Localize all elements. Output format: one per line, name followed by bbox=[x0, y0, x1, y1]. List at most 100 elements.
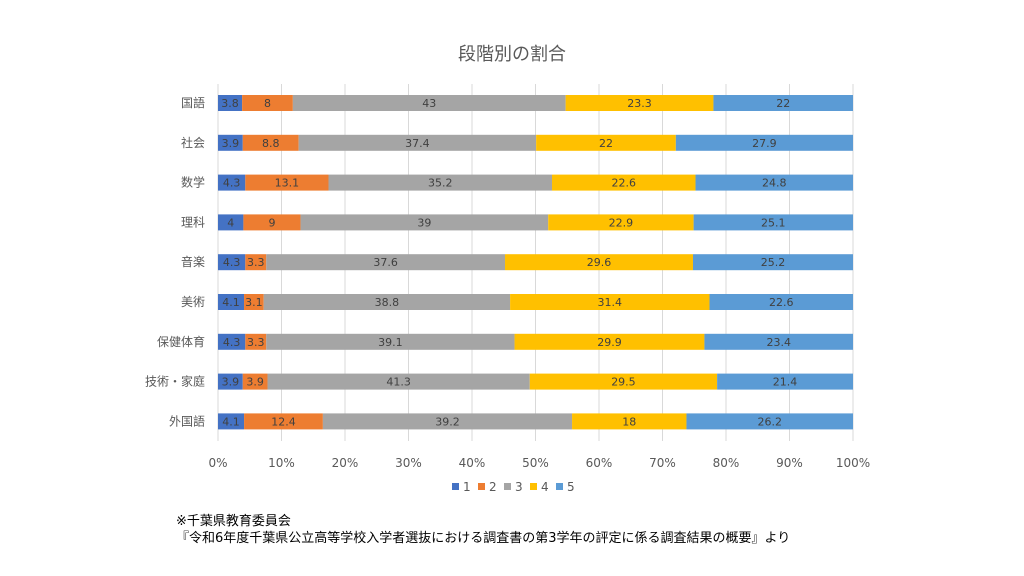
bar-segment-2 bbox=[242, 95, 293, 111]
x-tick-label: 60% bbox=[586, 456, 613, 470]
bar-segment-5 bbox=[713, 95, 853, 111]
bar-segment-3 bbox=[266, 254, 506, 271]
legend-label: 4 bbox=[541, 480, 549, 494]
data-label: 25.2 bbox=[761, 256, 786, 269]
data-label: 24.8 bbox=[762, 177, 787, 190]
bar-segment-3 bbox=[298, 134, 537, 151]
bar-segment-1 bbox=[218, 95, 243, 111]
footnote-source: ※千葉県教育委員会 bbox=[176, 514, 291, 529]
bar-segment-3 bbox=[292, 95, 566, 111]
bar-segment-2 bbox=[245, 254, 267, 271]
category-label: 外国語 bbox=[169, 413, 205, 428]
data-label: 3.3 bbox=[247, 336, 265, 349]
legend-label: 1 bbox=[463, 480, 471, 494]
bar-segment-5 bbox=[695, 174, 853, 191]
data-label: 41.3 bbox=[386, 376, 411, 389]
bar-segment-2 bbox=[245, 174, 329, 191]
category-label: 国語 bbox=[181, 95, 205, 110]
data-label: 4 bbox=[227, 216, 234, 229]
data-label: 23.4 bbox=[766, 336, 791, 349]
bar-segment-2 bbox=[242, 134, 299, 151]
category-label: 理科 bbox=[181, 215, 205, 229]
x-tick-label: 100% bbox=[836, 456, 870, 470]
data-label: 26.2 bbox=[757, 415, 782, 428]
data-label: 12.4 bbox=[271, 415, 296, 428]
legend-swatch-4 bbox=[530, 483, 537, 490]
data-label: 25.1 bbox=[761, 216, 786, 229]
category-label: 美術 bbox=[181, 295, 205, 309]
category-label: 技術・家庭 bbox=[145, 374, 205, 389]
bar-segment-4 bbox=[572, 413, 687, 430]
legend-label: 5 bbox=[567, 480, 575, 494]
x-tick-label: 50% bbox=[522, 456, 549, 470]
legend-label: 2 bbox=[489, 480, 497, 494]
bar-segment-1 bbox=[218, 254, 246, 271]
x-tick-label: 70% bbox=[649, 456, 676, 470]
bar-segment-1 bbox=[218, 214, 244, 231]
category-label: 数学 bbox=[181, 175, 205, 190]
data-label: 35.2 bbox=[428, 177, 453, 190]
x-tick-label: 20% bbox=[332, 456, 359, 470]
bar-segment-3 bbox=[328, 174, 553, 191]
bar-segment-3 bbox=[267, 373, 530, 390]
footnote-title: 『令和6年度千葉県公立高等学校入学者選抜における調査書の第3学年の評定に係る調査… bbox=[176, 531, 791, 546]
data-label: 39.1 bbox=[378, 336, 403, 349]
category-label: 保健体育 bbox=[157, 334, 205, 349]
bar-segment-3 bbox=[322, 413, 573, 430]
bar-segment-1 bbox=[218, 134, 243, 151]
x-tick-label: 30% bbox=[395, 456, 422, 470]
bar-segment-5 bbox=[693, 214, 853, 231]
data-label: 31.4 bbox=[598, 296, 623, 309]
data-label: 38.8 bbox=[375, 296, 400, 309]
legend-swatch-2 bbox=[478, 483, 485, 490]
bar-segment-5 bbox=[717, 373, 853, 390]
bar-segment-4 bbox=[552, 174, 696, 191]
data-label: 29.9 bbox=[597, 336, 622, 349]
x-tick-label: 40% bbox=[459, 456, 486, 470]
category-label: 社会 bbox=[181, 135, 205, 150]
bar-segment-4 bbox=[505, 254, 693, 271]
data-label: 3.9 bbox=[222, 137, 240, 150]
data-label: 22.6 bbox=[769, 296, 794, 309]
bar-segment-4 bbox=[529, 373, 718, 390]
bar-segment-5 bbox=[692, 254, 853, 271]
data-label: 8.8 bbox=[262, 137, 280, 150]
x-tick-label: 0% bbox=[208, 456, 227, 470]
bar-segment-2 bbox=[242, 373, 268, 390]
data-label: 22.6 bbox=[612, 177, 637, 190]
data-label: 37.6 bbox=[373, 256, 398, 269]
data-label: 13.1 bbox=[275, 177, 300, 190]
data-label: 22 bbox=[599, 137, 613, 150]
chart-title: 段階別の割合 bbox=[458, 44, 566, 65]
bar-segment-3 bbox=[263, 294, 511, 310]
bar-segment-2 bbox=[243, 214, 301, 231]
bar-segment-1 bbox=[218, 333, 246, 350]
bar-segment-1 bbox=[218, 174, 246, 191]
data-label: 21.4 bbox=[773, 376, 798, 389]
bar-segment-4 bbox=[565, 95, 714, 111]
data-label: 4.3 bbox=[223, 177, 241, 190]
x-tick-label: 90% bbox=[776, 456, 803, 470]
bar-segment-5 bbox=[675, 134, 853, 151]
legend-swatch-1 bbox=[452, 483, 459, 490]
bar-segment-2 bbox=[244, 294, 264, 310]
bar-segment-4 bbox=[548, 214, 694, 231]
data-label: 18 bbox=[622, 415, 636, 428]
data-label: 22 bbox=[776, 97, 790, 110]
bar-segment-5 bbox=[686, 413, 853, 430]
data-label: 29.5 bbox=[611, 376, 636, 389]
bar-segment-1 bbox=[218, 294, 245, 310]
data-label: 27.9 bbox=[752, 137, 777, 150]
data-label: 3.3 bbox=[247, 256, 265, 269]
bar-segment-2 bbox=[245, 333, 267, 350]
data-label: 22.9 bbox=[609, 216, 634, 229]
data-label: 29.6 bbox=[587, 256, 612, 269]
bar-segment-4 bbox=[510, 294, 710, 310]
bar-segment-1 bbox=[218, 373, 243, 390]
category-label: 音楽 bbox=[181, 254, 205, 269]
data-label: 4.1 bbox=[222, 296, 240, 309]
data-label: 3.1 bbox=[245, 296, 263, 309]
bar-segment-4 bbox=[536, 134, 676, 151]
data-label: 8 bbox=[264, 97, 271, 110]
